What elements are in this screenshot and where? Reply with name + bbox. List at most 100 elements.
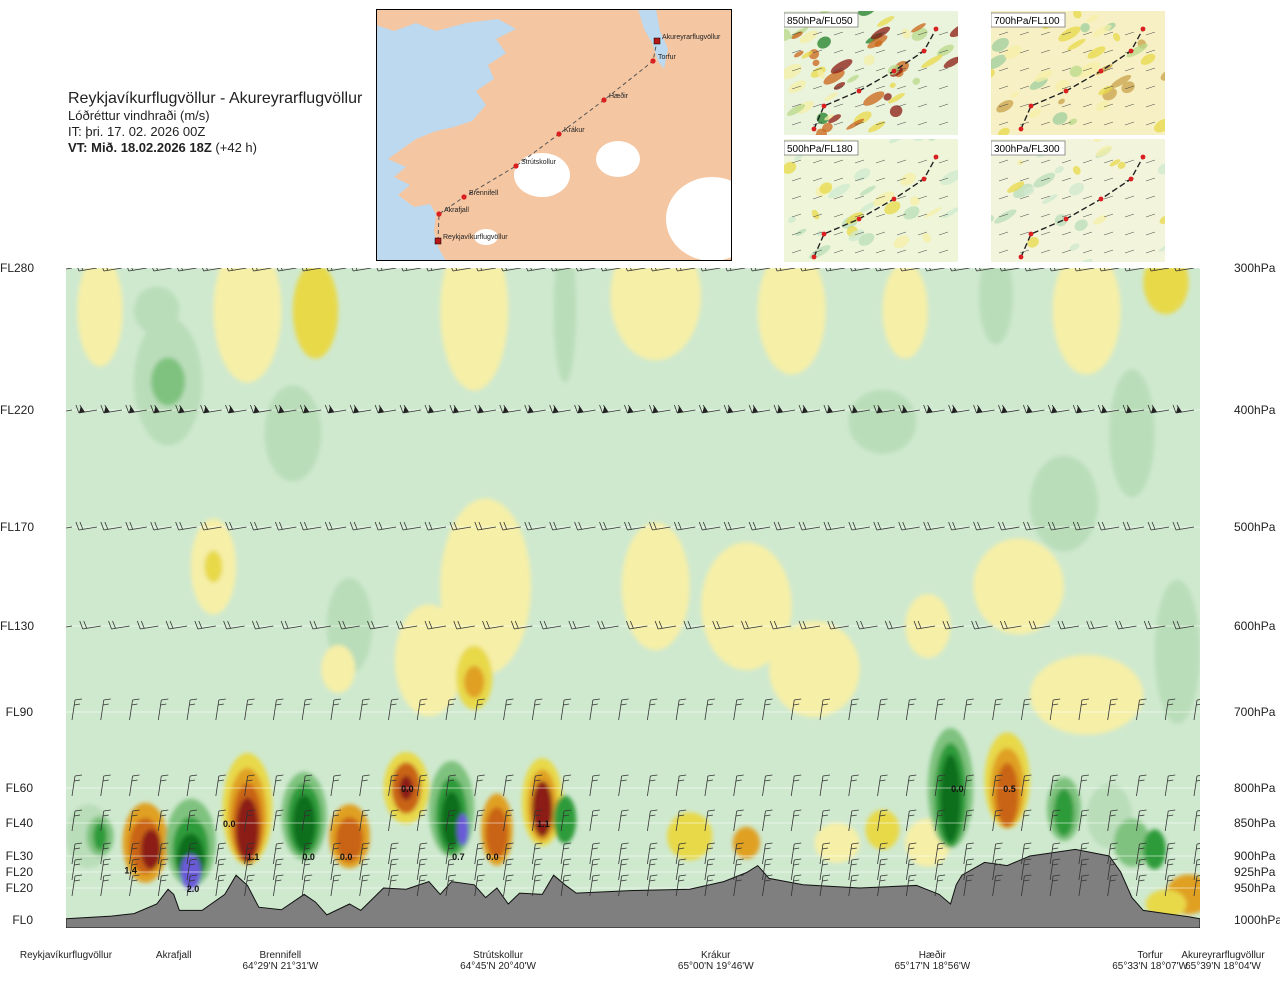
inset-shading xyxy=(858,232,875,246)
inset-wind-barb xyxy=(938,103,949,108)
wind-barb xyxy=(773,521,796,531)
wind-barb xyxy=(1072,404,1095,414)
inset-wind-barb xyxy=(938,49,949,54)
shading-contour xyxy=(1113,818,1151,867)
shading-contour xyxy=(1029,455,1098,552)
inset-waypoint xyxy=(821,103,827,109)
wind-barb xyxy=(244,858,255,881)
wind-barb xyxy=(1147,521,1170,531)
inset-wind-barb xyxy=(917,249,928,254)
inset-shading xyxy=(1034,69,1053,83)
inset-wind-barb xyxy=(1061,231,1072,236)
wind-barb xyxy=(1164,874,1176,897)
wind-barb xyxy=(476,268,496,272)
wind-barb xyxy=(560,809,572,832)
wind-barb xyxy=(850,268,870,272)
inset-wind-barb xyxy=(1082,49,1093,54)
wind-barb xyxy=(998,404,1020,414)
wind-barb xyxy=(589,874,600,897)
inset-shading xyxy=(787,104,806,116)
wind-barb xyxy=(683,620,705,630)
inset-wind-barb xyxy=(791,249,802,254)
shading-contour xyxy=(621,522,690,651)
inset-shading xyxy=(824,92,838,102)
wind-barb xyxy=(388,774,399,797)
wind-barb xyxy=(127,268,147,272)
wind-barb xyxy=(186,809,198,832)
wind-barb xyxy=(625,268,646,272)
inset-wind-barb xyxy=(938,31,949,36)
inset-waypoint xyxy=(1028,103,1034,109)
wind-barb xyxy=(531,842,543,865)
wind-barb xyxy=(531,874,543,897)
wind-barb xyxy=(66,526,73,529)
pressure-level-tick: 700hPa xyxy=(1234,705,1276,719)
inset-wind-barb xyxy=(812,49,823,54)
inset-shading xyxy=(846,74,859,83)
contour-value-label: 0.7 xyxy=(452,852,465,862)
waypoint-name: Torfur xyxy=(1137,950,1163,961)
wind-barb xyxy=(395,620,418,630)
inset-wind-barb xyxy=(833,231,844,236)
wind-barb xyxy=(186,698,198,721)
inset-wind-barb xyxy=(1061,159,1072,164)
inset-wind-barb xyxy=(1103,159,1114,164)
inset-shading xyxy=(1073,11,1082,19)
wind-barb xyxy=(66,625,73,628)
inset-wind-barb xyxy=(791,67,802,72)
wind-barb xyxy=(827,620,849,630)
wind-barb xyxy=(108,620,130,630)
wind-barb xyxy=(1164,698,1176,721)
inset-wind-barb xyxy=(998,103,1009,108)
wind-barb xyxy=(1174,268,1195,272)
shading-contour xyxy=(1154,579,1200,724)
flight-level-tick: FL0 xyxy=(12,913,33,927)
terrain-profile xyxy=(66,848,1200,928)
inset-wind-barb xyxy=(938,231,949,236)
wind-barb xyxy=(374,404,397,414)
wind-barb xyxy=(280,620,303,630)
wind-barb xyxy=(474,809,485,832)
inset-shading xyxy=(817,69,825,79)
wind-barb xyxy=(646,858,658,881)
waypoint-name: Hæðir xyxy=(918,950,946,961)
inset-wind-barb xyxy=(833,103,844,108)
wind-barb xyxy=(102,268,122,272)
inset-shading xyxy=(1113,33,1121,42)
inset-wind-barb xyxy=(998,195,1009,200)
inset-shading xyxy=(1004,45,1022,59)
shading-contour xyxy=(213,268,282,383)
wind-barb xyxy=(646,774,658,797)
wind-barb xyxy=(560,774,572,797)
wind-barb xyxy=(71,809,83,832)
inset-waypoint xyxy=(856,216,862,222)
wind-barb xyxy=(873,521,895,531)
wind-barb xyxy=(272,842,284,865)
inset-wind-barb xyxy=(896,249,907,254)
wind-barb xyxy=(798,521,821,531)
inset-shading xyxy=(889,82,896,88)
wind-barb xyxy=(704,809,715,832)
inset-wind-barb xyxy=(1040,231,1051,236)
wind-barb xyxy=(324,404,347,414)
inset-wind-barb xyxy=(998,249,1009,254)
inset-wind-barb xyxy=(998,121,1009,126)
glacier-langjokull xyxy=(514,153,570,197)
wind-barb xyxy=(819,774,831,797)
wind-barb xyxy=(576,268,596,272)
glacier-small xyxy=(474,229,498,245)
wind-barb xyxy=(244,842,255,865)
wind-barb xyxy=(1122,404,1145,414)
inset-wind-barb xyxy=(1145,195,1156,200)
wind-barb xyxy=(884,620,907,630)
wind-barb xyxy=(125,404,147,414)
wind-barb xyxy=(1107,698,1118,721)
inset-wind-barb xyxy=(1040,159,1051,164)
wind-barb xyxy=(877,774,888,797)
inset-label-box xyxy=(991,12,1066,28)
inset-shading xyxy=(873,191,895,207)
inset-wind-barb xyxy=(854,121,865,126)
wind-barb xyxy=(272,698,284,721)
wind-barb xyxy=(1136,809,1147,832)
wind-barb xyxy=(272,809,284,832)
